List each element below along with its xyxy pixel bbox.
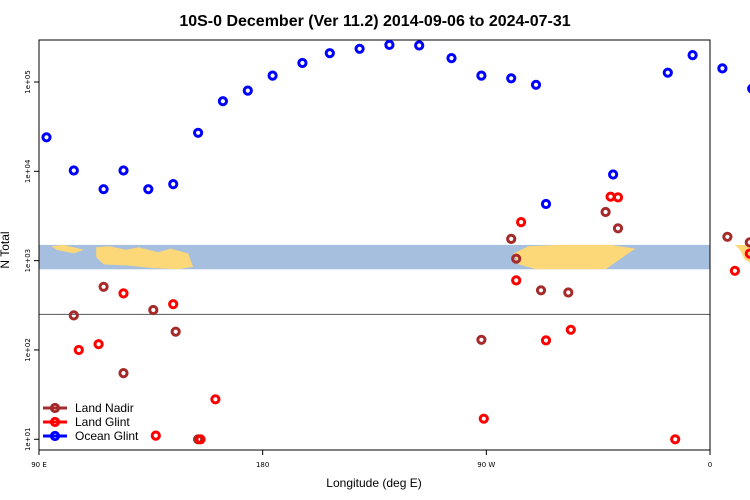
data-point	[68, 165, 79, 176]
y-tick-label: 1e+04	[24, 159, 32, 183]
data-point	[540, 335, 552, 346]
data-point	[118, 165, 129, 176]
legend-marker	[49, 430, 61, 442]
data-point	[193, 127, 204, 138]
data-point	[446, 53, 457, 64]
background-map-band	[39, 244, 750, 270]
x-axis-label: Longitude (deg E)	[326, 476, 421, 490]
legend-marker	[49, 402, 61, 414]
data-point	[168, 179, 179, 190]
data-point	[148, 304, 159, 316]
data-point	[354, 43, 365, 54]
data-point	[168, 299, 179, 310]
land-mass	[513, 244, 636, 270]
land-mass	[96, 246, 194, 270]
data-point	[722, 231, 733, 242]
legend-label: Land Glint	[75, 415, 130, 429]
data-point	[687, 50, 698, 61]
x-tick-label: 0	[708, 461, 712, 469]
data-point	[118, 368, 129, 379]
data-point	[217, 96, 228, 107]
data-point	[608, 169, 619, 180]
plot-frame	[38, 39, 711, 451]
data-point	[670, 434, 681, 445]
data-point	[516, 217, 527, 228]
x-tick-label: 180	[256, 461, 269, 469]
y-tick-label: 1e+03	[24, 249, 32, 273]
data-point	[98, 281, 109, 292]
data-point	[73, 344, 84, 356]
data-point	[540, 198, 552, 210]
data-point	[143, 184, 154, 195]
series-ocean-glint	[41, 39, 750, 210]
data-point	[600, 206, 611, 218]
legend-label: Land Nadir	[75, 401, 134, 415]
data-point	[729, 265, 741, 276]
map-land-masses	[51, 244, 750, 270]
data-point	[506, 233, 517, 244]
data-point	[242, 85, 253, 96]
data-point	[118, 288, 129, 299]
data-point	[662, 67, 673, 78]
chart-title: 10S-0 December (Ver 11.2) 2014-09-06 to …	[179, 13, 570, 30]
data-point	[506, 73, 517, 84]
y-axis: 1e+01 1e+02 1e+03 1e+04 1e+05	[24, 70, 39, 451]
data-point	[384, 39, 395, 51]
data-point	[530, 79, 542, 90]
data-point	[267, 70, 278, 81]
y-tick-label: 1e+05	[24, 70, 32, 94]
y-tick-label: 1e+02	[24, 338, 32, 362]
data-point	[476, 70, 487, 81]
data-point	[747, 84, 750, 94]
data-point	[324, 48, 335, 59]
x-tick-label: 90 E	[31, 461, 47, 469]
series-land-glint	[73, 191, 750, 445]
data-point	[98, 184, 109, 195]
land-mass	[51, 244, 84, 254]
data-point	[93, 339, 104, 350]
data-point	[297, 57, 308, 69]
data-point	[195, 434, 206, 445]
land-mass	[734, 244, 750, 263]
y-tick-label: 1e+01	[24, 428, 32, 452]
legend-marker	[49, 416, 61, 428]
data-point	[210, 394, 221, 405]
data-point	[535, 285, 547, 296]
data-point	[511, 275, 522, 286]
data-point	[41, 132, 52, 143]
data-point	[170, 326, 181, 337]
data-point	[563, 287, 574, 298]
x-tick-label: 90 W	[477, 461, 495, 469]
y-axis-label: N Total	[0, 231, 12, 268]
data-point	[612, 223, 624, 234]
data-point	[150, 430, 161, 441]
data-point	[68, 310, 79, 321]
data-point	[565, 324, 576, 335]
data-point	[511, 253, 522, 264]
data-point	[717, 63, 728, 74]
data-point	[414, 40, 425, 51]
data-point	[612, 192, 624, 203]
legend-label: Ocean Glint	[75, 429, 139, 443]
data-point	[476, 334, 487, 345]
data-point	[478, 413, 489, 424]
